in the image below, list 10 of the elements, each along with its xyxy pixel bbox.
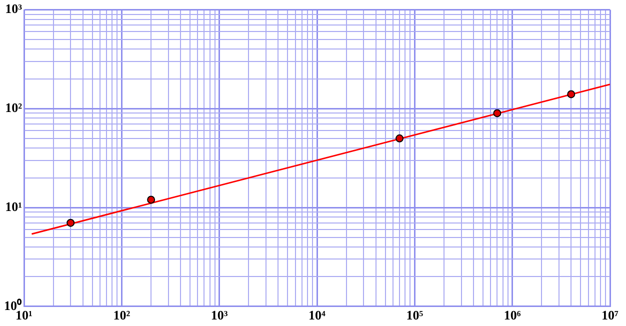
y-tick-label: 10² (5, 100, 22, 116)
y-tick-label: 10¹ (5, 198, 22, 214)
x-tick-label: 10³ (210, 308, 228, 323)
y-tick-label: 10³ (5, 1, 22, 16)
x-tick-label: 10⁵ (406, 308, 424, 323)
x-tick-label: 10⁴ (308, 308, 326, 323)
x-tick-label: 10² (113, 308, 130, 323)
x-tick-label: 10⁶ (504, 308, 521, 323)
x-tick-label: 10¹ (16, 308, 33, 323)
x-tick-label: 10⁷ (602, 308, 619, 323)
